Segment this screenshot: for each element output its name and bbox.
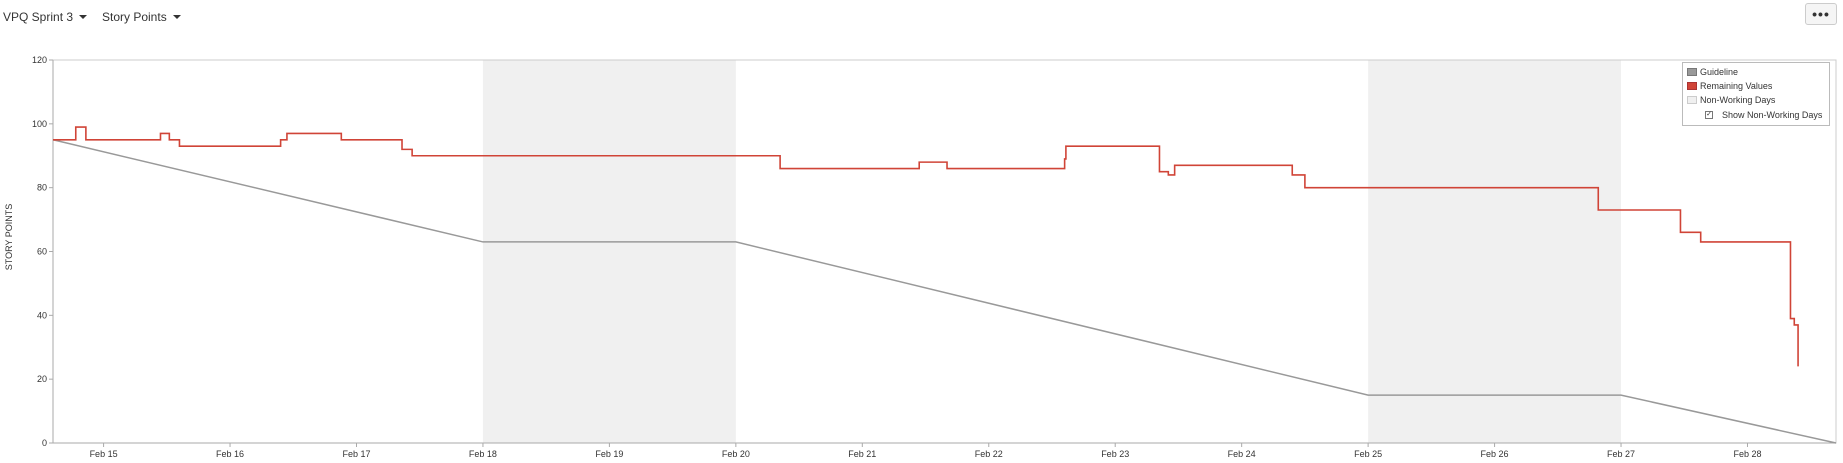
caret-down-icon [79, 15, 88, 19]
series-lines [52, 126, 1837, 444]
x-tick-label: Feb 24 [1228, 449, 1256, 459]
non-working-band [1368, 60, 1622, 443]
non-working-band [482, 60, 736, 443]
y-axis-ticks: 0 20 40 60 80 100 120 [32, 55, 53, 448]
legend-remaining-label: Remaining Values [1700, 81, 1773, 91]
y-tick-label: 60 [37, 247, 47, 257]
legend-guideline-label: Guideline [1700, 67, 1739, 77]
sprint-dropdown-label: VPQ Sprint 3 [3, 10, 74, 24]
x-tick-label: Feb 15 [90, 449, 118, 459]
legend-non-working-label: Non-Working Days [1700, 95, 1776, 105]
more-options-button[interactable]: ••• [1805, 3, 1837, 25]
chart-legend: Guideline Remaining Values Non-Working D… [1682, 62, 1830, 126]
non-working-swatch [1687, 96, 1697, 104]
legend-item-non-working[interactable]: Non-Working Days [1687, 94, 1775, 106]
show-non-working-label: Show Non-Working Days [1722, 110, 1823, 120]
estimation-dropdown[interactable]: Story Points [102, 6, 181, 28]
sprint-dropdown[interactable]: VPQ Sprint 3 [3, 6, 88, 28]
y-tick-label: 20 [37, 374, 47, 384]
x-axis-ticks: Feb 15 Feb 16 Feb 17 Feb 18 Feb 19 Feb 20 Feb … [90, 443, 1761, 459]
x-tick-label: Feb 28 [1733, 449, 1761, 459]
non-working-day-bands [482, 60, 1622, 443]
y-tick-label: 80 [37, 183, 47, 193]
toolbar: VPQ Sprint 3 Story Points ••• [0, 0, 1843, 40]
y-tick-label: 120 [32, 55, 47, 65]
y-axis-label: STORY POINTS [4, 204, 14, 271]
x-tick-label: Feb 27 [1607, 449, 1635, 459]
remaining-values-series [53, 126, 1799, 367]
guideline-swatch [1687, 68, 1697, 76]
x-tick-label: Feb 22 [975, 449, 1003, 459]
caret-down-icon [172, 15, 181, 19]
estimation-dropdown-label: Story Points [102, 10, 167, 24]
x-tick-label: Feb 16 [216, 449, 244, 459]
x-tick-label: Feb 21 [848, 449, 876, 459]
x-tick-label: Feb 25 [1354, 449, 1382, 459]
x-tick-label: Feb 20 [722, 449, 750, 459]
x-tick-label: Feb 26 [1481, 449, 1509, 459]
show-non-working-toggle[interactable]: ✓ Show Non-Working Days [1705, 109, 1822, 121]
y-tick-label: 40 [37, 310, 47, 320]
x-tick-label: Feb 19 [595, 449, 623, 459]
x-tick-label: Feb 17 [342, 449, 370, 459]
x-tick-label: Feb 23 [1101, 449, 1129, 459]
remaining-swatch [1687, 82, 1697, 90]
legend-item-guideline[interactable]: Guideline [1687, 66, 1738, 78]
guideline-series [52, 139, 1837, 444]
x-tick-label: Feb 18 [469, 449, 497, 459]
y-tick-label: 100 [32, 119, 47, 129]
legend-item-remaining[interactable]: Remaining Values [1687, 80, 1772, 92]
y-tick-label: 0 [42, 438, 47, 448]
checkbox-icon[interactable]: ✓ [1705, 111, 1713, 119]
